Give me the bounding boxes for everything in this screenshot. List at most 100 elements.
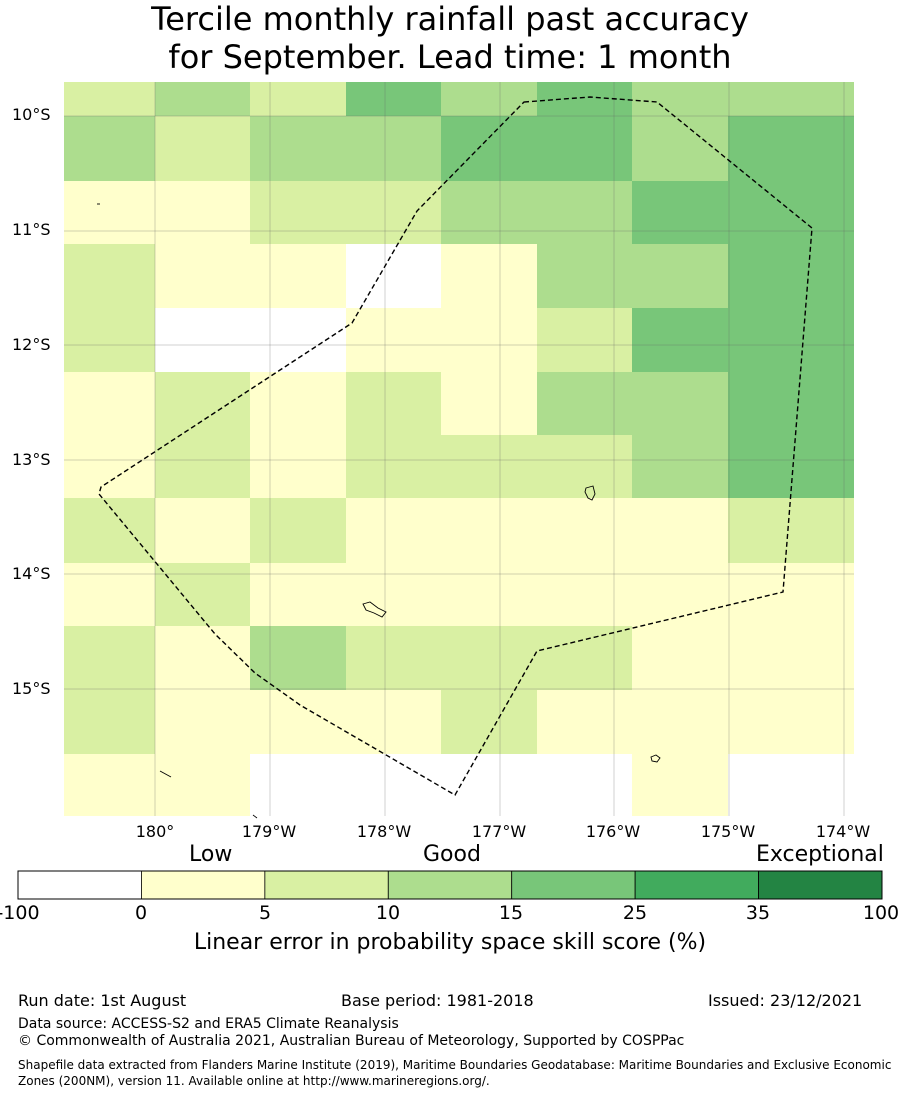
grid-cell [537,754,632,816]
grid-cell [250,372,346,435]
data-source: Data source: ACCESS-S2 and ERA5 Climate … [18,1016,399,1032]
grid-cell [632,82,728,116]
colorbar-tick: 15 [498,902,524,924]
lat-label-10s: 10°S [12,105,51,124]
grid-cell [155,435,250,498]
grid-cell [441,690,537,754]
colorbar-label-low: Low [189,842,233,867]
grid-cell [537,308,632,372]
colorbar-label-exceptional: Exceptional [756,842,884,867]
grid-cell [537,626,632,690]
grid-cell [250,626,346,690]
grid-cell [728,626,854,690]
grid-cell [441,498,537,563]
grid-cell [441,181,537,244]
grid-cell [250,563,346,626]
grid-cell [632,244,728,308]
grid-cell [728,82,854,116]
grid-cell [441,372,537,435]
grid-cell [537,116,632,181]
grid-cell [441,308,537,372]
colorbar-tick: 35 [745,902,771,924]
grid-cell [250,244,346,308]
grid-cell [250,116,346,181]
grid-cell [64,244,155,308]
grid-cell [155,626,250,690]
copyright-notice: © Commonwealth of Australia 2021, Austra… [18,1033,685,1049]
grid-cell [537,244,632,308]
island-outline [252,814,258,819]
colorbar-frame [17,870,883,900]
grid-cell [728,754,854,816]
island-outline [650,754,661,763]
grid-cell [632,435,728,498]
grid-cell [64,563,155,626]
grid-cell [64,181,155,244]
grid-cell [632,372,728,435]
grid-cell [64,626,155,690]
grid-cell [537,82,632,116]
lon-label-174w: 174°W [815,822,871,841]
colorbar-swatch [17,870,142,900]
lat-label-12s: 12°S [12,335,51,354]
grid-cell [632,754,728,816]
grid-cell [728,690,854,754]
base-period: Base period: 1981-2018 [341,991,534,1010]
grid-cell [346,244,441,308]
colorbar-swatch [141,870,266,900]
grid-cell [250,498,346,563]
grid-cell [632,626,728,690]
grid-cell [441,244,537,308]
grid-cell [155,690,250,754]
map-title: Tercile monthly rainfall past accuracy f… [0,0,900,76]
colorbar-swatch [758,870,883,900]
shapefile-credit: Shapefile data extracted from Flanders M… [18,1057,900,1089]
grid-cell [632,308,728,372]
colorbar-swatch [387,870,513,900]
lon-label-176w: 176°W [585,822,641,841]
island-outline [584,485,596,501]
lon-label-175w: 175°W [700,822,756,841]
grid-cell [346,690,441,754]
colorbar-swatch [634,870,759,900]
lat-label-11s: 11°S [12,220,51,239]
grid-cell [346,308,441,372]
grid-cell [728,181,854,244]
grid-cell [346,498,441,563]
grid-cell [632,116,728,181]
grid-cell [64,116,155,181]
title-line-1: Tercile monthly rainfall past accuracy [151,0,749,38]
graticule-lines [64,82,854,816]
grid-cell [537,690,632,754]
grid-cell [537,181,632,244]
grid-cell [250,82,346,116]
grid-cell [441,435,537,498]
grid-cell [155,754,250,816]
grid-cell [632,690,728,754]
grid-cell [155,563,250,626]
grid-cell [155,116,250,181]
grid-cell [155,82,250,116]
grid-cell [346,626,441,690]
grid-cell [537,372,632,435]
grid-cell [64,690,155,754]
grid-cell [441,626,537,690]
grid-cell [250,435,346,498]
grid-cell [155,244,250,308]
lon-label-179w: 179°W [241,822,297,841]
grid-cell [346,563,441,626]
grid-cell [537,563,632,626]
grid-cell [728,116,854,181]
grid-cell [728,563,854,626]
grid-cell [250,754,346,816]
lat-label-13s: 13°S [12,450,51,469]
grid-cell [250,690,346,754]
grid-cell [64,82,155,116]
issued-date: Issued: 23/12/2021 [708,991,863,1010]
grid-cell [441,754,537,816]
lon-label-180: 180° [135,822,175,841]
colorbar-tick: 0 [134,902,148,924]
grid-cell [64,754,155,816]
grid-cell [346,116,441,181]
